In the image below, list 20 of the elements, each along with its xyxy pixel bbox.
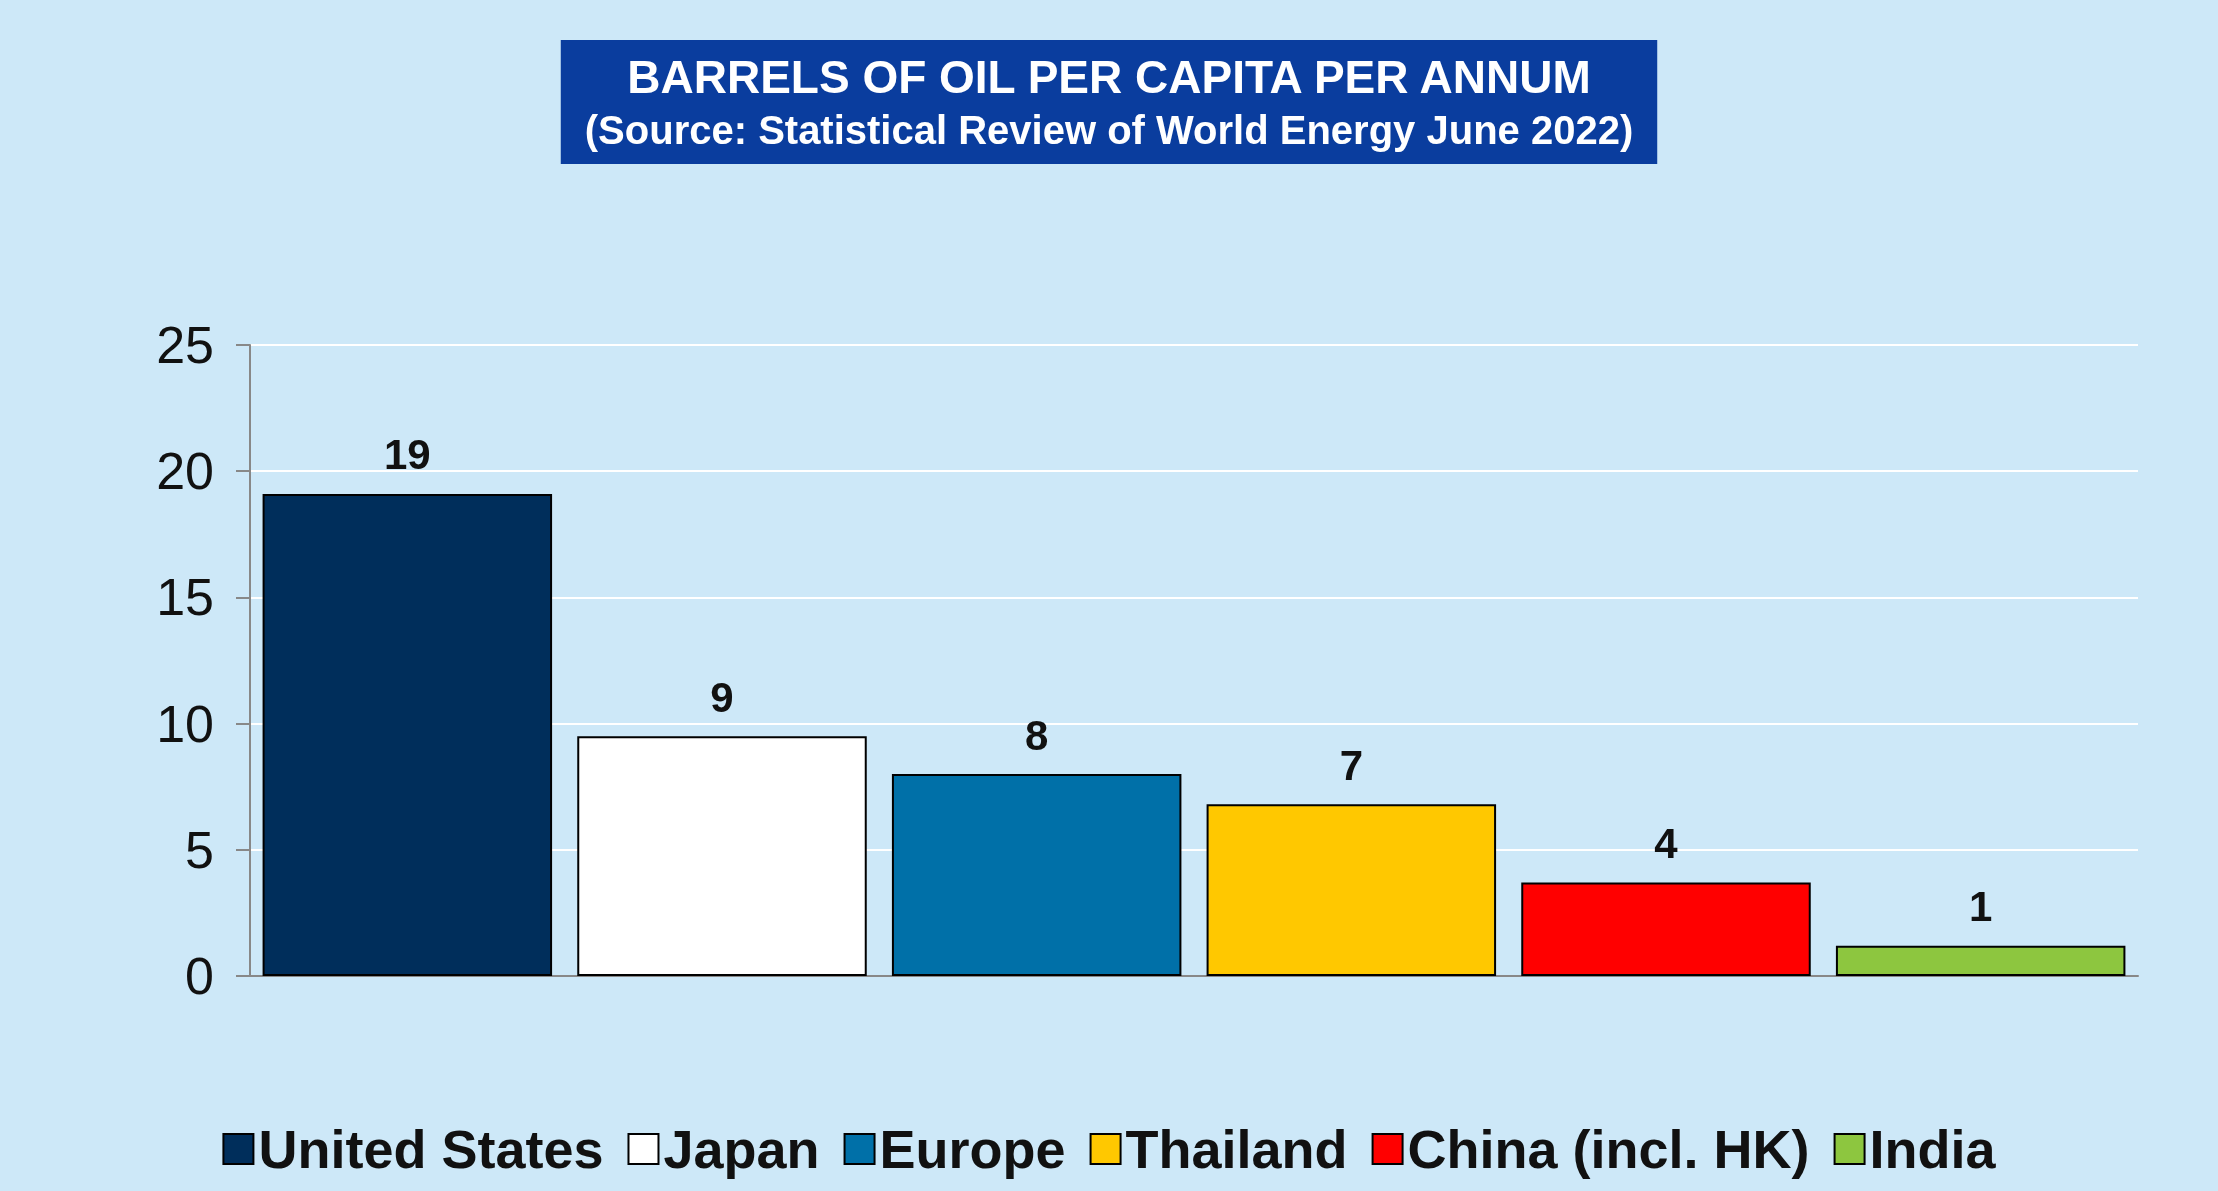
data-label: 8 [1024, 711, 1049, 759]
chart-title: BARRELS OF OIL PER CAPITA PER ANNUM [627, 51, 1591, 103]
data-label: 1 [1968, 883, 1993, 931]
y-tick-label: 5 [185, 820, 214, 879]
legend-label: China (incl. HK) [1407, 1119, 1810, 1179]
legend-label: Japan [663, 1119, 820, 1179]
data-label: 7 [1339, 741, 1364, 789]
y-tick-label: 20 [156, 442, 214, 501]
legend-label: United States [258, 1119, 604, 1179]
legend-label: Thailand [1125, 1119, 1348, 1179]
y-tick-label: 25 [156, 316, 214, 374]
chart-subtitle: (Source: Statistical Review of World Energy June 2022) [584, 108, 1634, 152]
data-label: 4 [1654, 820, 1679, 868]
y-tick-label: 0 [185, 947, 214, 1005]
legend-label: Europe [879, 1119, 1066, 1179]
y-tick-label: 10 [156, 694, 214, 753]
data-label: 19 [383, 431, 431, 479]
y-tick-label: 15 [156, 568, 214, 627]
data-label: 9 [710, 673, 734, 721]
legend-label: India [1869, 1119, 1997, 1179]
